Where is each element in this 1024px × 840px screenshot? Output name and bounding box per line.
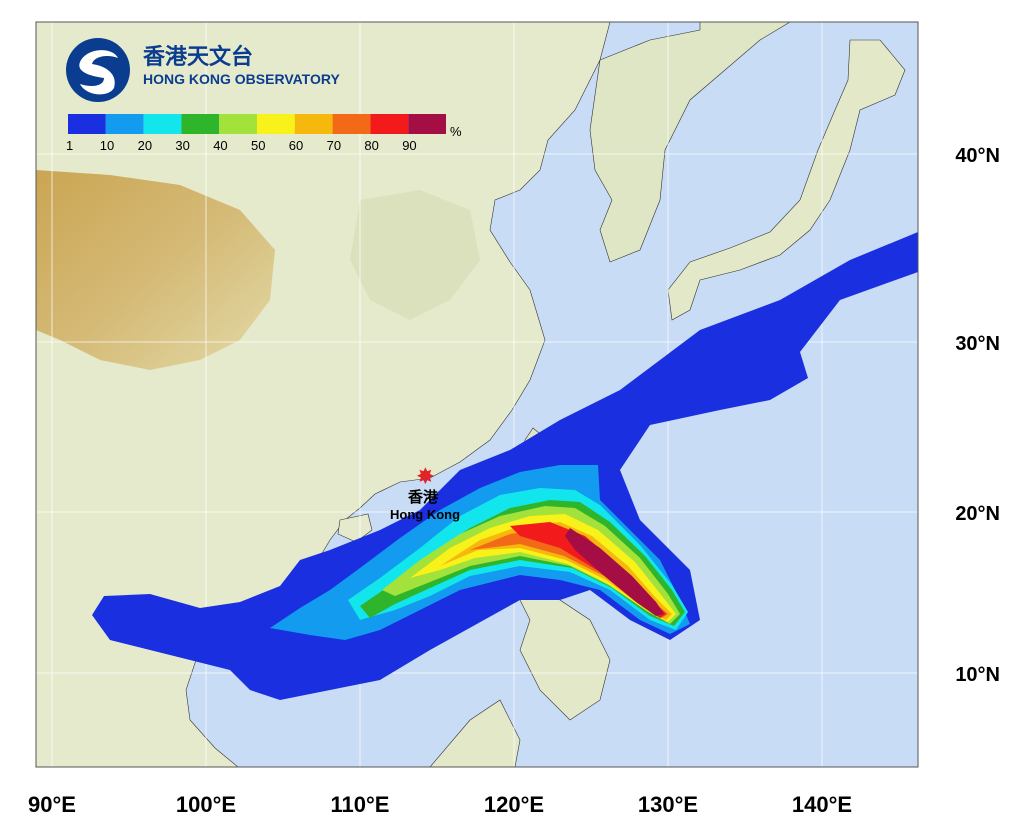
hill-shading (350, 190, 480, 320)
legend-swatch (294, 114, 333, 134)
probability-swath (92, 232, 918, 700)
land-korea (589, 22, 791, 263)
legend-swatch (332, 114, 371, 134)
legend-swatch (68, 114, 106, 134)
x-axis: 90°E 100°E 110°E 120°E 130°E 140°E (28, 792, 852, 817)
x-tick-label: 130°E (638, 792, 698, 817)
x-tick-label: 90°E (28, 792, 76, 817)
brand-name-chinese: 香港天文台 (143, 44, 253, 70)
legend-label: 1 (66, 138, 73, 153)
land-borneo (429, 699, 521, 767)
legend-label: 90 (402, 138, 416, 153)
y-tick-label: 10°N (955, 664, 1000, 686)
land-hainan (337, 513, 373, 543)
asterisk-star-icon: ✸ (416, 466, 434, 488)
band-50 (410, 514, 676, 622)
band-1 (92, 232, 918, 700)
legend-label: 80 (364, 138, 378, 153)
probability-legend: 1 10 20 30 40 50 60 70 80 90% (66, 114, 462, 153)
x-tick-label: 100°E (176, 792, 236, 817)
legend-label: 50 (251, 138, 265, 153)
legend-swatch (105, 114, 144, 134)
land-japan (667, 39, 906, 321)
hong-kong-label-chinese: 香港 (408, 488, 439, 506)
y-tick-label: 20°N (955, 503, 1000, 525)
legend-swatch (370, 114, 409, 134)
legend-swatch (257, 114, 295, 134)
legend-label: 20 (138, 138, 152, 153)
legend-label: 40 (213, 138, 227, 153)
legend-unit: % (450, 124, 462, 139)
y-tick-label: 40°N (955, 145, 1000, 167)
legend-label: 70 (327, 138, 341, 153)
x-tick-label: 140°E (792, 792, 852, 817)
branding: 香港天文台 HONG KONG OBSERVATORY (66, 38, 340, 102)
legend-swatch (219, 114, 257, 134)
x-tick-label: 110°E (331, 792, 390, 817)
band-90 (565, 528, 664, 616)
x-tick-label: 120°E (484, 792, 544, 817)
legend-swatch (408, 114, 446, 134)
legend-swatch (181, 114, 220, 134)
y-tick-label: 30°N (955, 333, 1000, 355)
band-40 (382, 506, 680, 624)
plateau-shading (36, 170, 275, 370)
legend-swatch (143, 114, 182, 134)
map-frame (35, 21, 919, 768)
hong-kong-label-english: Hong Kong (390, 507, 460, 522)
legend-label: 60 (289, 138, 303, 153)
legend-label: 30 (175, 138, 189, 153)
hko-swirl-logo (66, 38, 130, 102)
brand-name-english: HONG KONG OBSERVATORY (143, 71, 340, 87)
hong-kong-marker: ✸ 香港 Hong Kong (390, 466, 460, 522)
map-area (36, 22, 918, 767)
y-axis: 40°N 30°N 20°N 10°N (955, 145, 1000, 686)
legend-label: 10 (100, 138, 114, 153)
